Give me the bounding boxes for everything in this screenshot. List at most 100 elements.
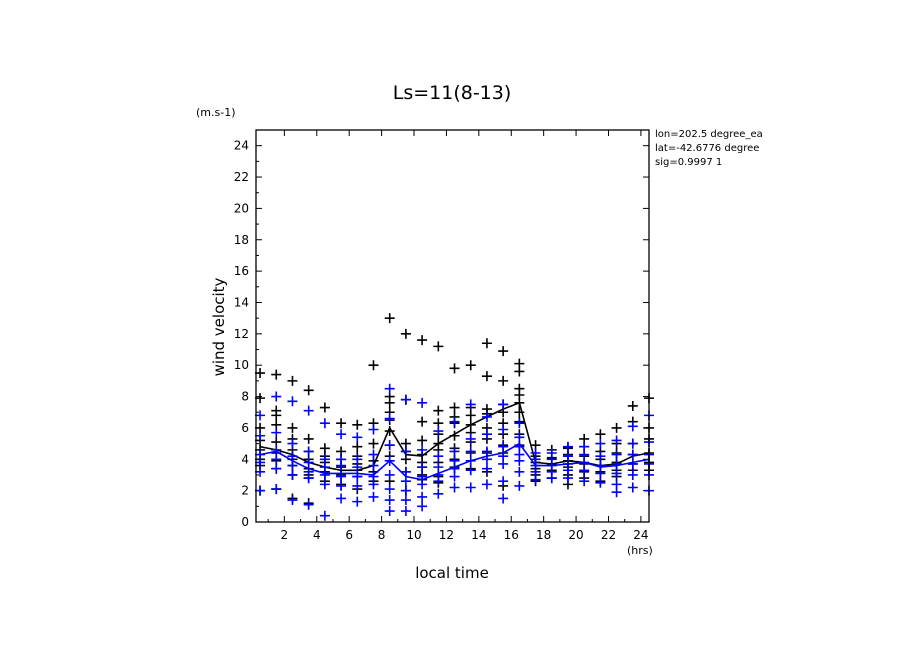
- data-point-plus: [595, 429, 606, 440]
- y-tick-label: 14: [234, 295, 249, 309]
- data-point-plus: [303, 385, 314, 396]
- data-point-plus: [384, 506, 395, 517]
- data-point-plus: [498, 399, 509, 410]
- data-point-plus: [481, 371, 492, 382]
- data-point-plus: [449, 471, 460, 482]
- data-point-plus: [627, 469, 638, 480]
- x-tick-label: 8: [378, 528, 386, 542]
- y-tick-label: 20: [234, 201, 249, 215]
- mean-line: [259, 442, 650, 481]
- data-point-plus: [336, 480, 347, 491]
- x-tick-label: 16: [504, 528, 519, 542]
- y-tick-label: 16: [234, 264, 249, 278]
- plot-frame: [255, 129, 650, 523]
- data-point-plus: [627, 458, 638, 469]
- data-point-plus: [319, 418, 330, 429]
- info-lon: lon=202.5 degree_ea: [655, 129, 763, 140]
- data-point-plus: [255, 457, 266, 468]
- data-point-plus: [449, 416, 460, 427]
- y-unit-label: (m.s-1): [196, 106, 236, 119]
- data-point-plus: [384, 313, 395, 324]
- data-point-plus: [287, 375, 298, 386]
- data-point-plus: [449, 402, 460, 413]
- data-point-plus: [481, 411, 492, 422]
- data-point-plus: [611, 422, 622, 433]
- data-point-plus: [465, 482, 476, 493]
- data-point-plus: [384, 383, 395, 394]
- x-axis-label: local time: [415, 564, 489, 582]
- x-unit-label: (hrs): [627, 544, 653, 557]
- x-tick-label: 12: [439, 528, 454, 542]
- data-point-plus: [433, 426, 444, 437]
- data-point-plus: [255, 430, 266, 441]
- data-point-plus: [514, 455, 525, 466]
- data-point-plus: [384, 440, 395, 451]
- data-point-plus: [352, 441, 363, 452]
- y-tick-label: 18: [234, 233, 249, 247]
- data-point-plus: [611, 468, 622, 479]
- data-point-plus: [287, 495, 298, 506]
- data-point-plus: [498, 441, 509, 452]
- data-point-plus: [287, 396, 298, 407]
- y-tick-label: 24: [234, 139, 249, 153]
- data-point-plus: [352, 419, 363, 430]
- data-point-plus: [352, 496, 363, 507]
- data-point-plus: [465, 399, 476, 410]
- data-point-plus: [546, 473, 557, 484]
- data-point-plus: [303, 405, 314, 416]
- data-point-plus: [255, 393, 266, 404]
- data-point-plus: [465, 465, 476, 476]
- data-point-plus: [352, 480, 363, 491]
- data-point-plus: [627, 449, 638, 460]
- data-point-plus: [384, 484, 395, 495]
- data-point-plus: [433, 476, 444, 487]
- chart-marks: [255, 313, 654, 521]
- x-tick-label: 2: [281, 528, 289, 542]
- y-tick-label: 4: [241, 452, 249, 466]
- y-tick-label: 22: [234, 170, 249, 184]
- data-point-plus: [595, 477, 606, 488]
- data-point-plus: [579, 465, 590, 476]
- data-point-plus: [433, 405, 444, 416]
- data-point-plus: [368, 424, 379, 435]
- data-point-plus: [417, 479, 428, 490]
- data-point-plus: [271, 391, 282, 402]
- data-point-plus: [498, 493, 509, 504]
- y-tick-label: 8: [241, 390, 249, 404]
- chart-title: Ls=11(8-13): [393, 82, 512, 104]
- data-point-plus: [400, 466, 411, 477]
- data-point-plus: [498, 458, 509, 469]
- data-point-plus: [287, 460, 298, 471]
- data-point-plus: [449, 363, 460, 374]
- x-tick-label: 24: [633, 528, 648, 542]
- data-point-plus: [303, 433, 314, 444]
- data-point-plus: [433, 341, 444, 352]
- data-point-plus: [319, 402, 330, 413]
- data-point-plus: [400, 476, 411, 487]
- data-point-plus: [303, 499, 314, 510]
- info-lat: lat=-42.6776 degree: [655, 143, 759, 154]
- data-point-plus: [627, 400, 638, 411]
- data-point-plus: [400, 506, 411, 517]
- data-point-plus: [400, 485, 411, 496]
- data-point-plus: [400, 394, 411, 405]
- data-point-plus: [611, 458, 622, 469]
- data-point-plus: [627, 482, 638, 493]
- data-point-plus: [271, 444, 282, 455]
- data-point-plus: [303, 473, 314, 484]
- data-point-plus: [433, 488, 444, 499]
- data-point-plus: [352, 462, 363, 473]
- x-tick-label: 4: [313, 528, 321, 542]
- axis-ticks: 2 4 6 8 10 12 14 16 18 20 22 2402468101214161820222…: [234, 129, 649, 542]
- x-tick-label: 6: [345, 528, 353, 542]
- data-point-plus: [271, 484, 282, 495]
- data-point-plus: [498, 375, 509, 386]
- data-point-plus: [255, 368, 266, 379]
- data-point-plus: [384, 413, 395, 424]
- data-point-plus: [562, 473, 573, 484]
- data-point-plus: [271, 463, 282, 474]
- data-point-plus: [562, 441, 573, 452]
- data-point-plus: [336, 429, 347, 440]
- data-point-plus: [368, 491, 379, 502]
